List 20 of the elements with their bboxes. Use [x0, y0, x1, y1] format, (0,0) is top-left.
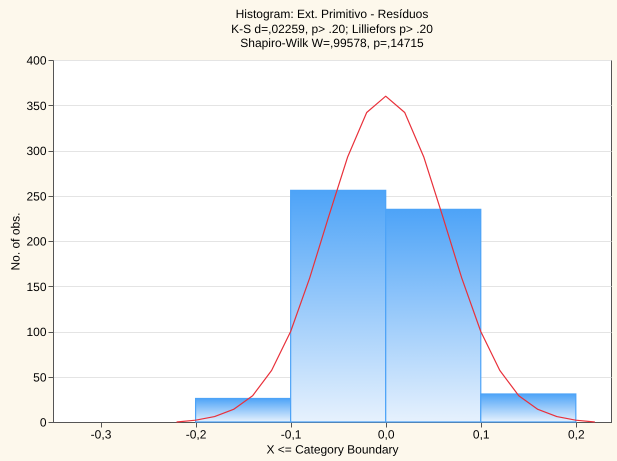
y-tick-label: 100: [26, 325, 47, 339]
x-tick-label: 0,1: [472, 428, 490, 442]
y-axis-title: No. of obs.: [8, 212, 22, 271]
y-tick-label: 400: [26, 54, 47, 68]
x-tick-label: 0,0: [378, 428, 395, 442]
x-tick-label: 0,2: [568, 428, 585, 442]
chart-subtitle: K-S d=,02259, p> .20; Lilliefors p> .20 Shapiro-Wilk W=,99578, p=,14715: [231, 22, 434, 50]
y-tick-label: 150: [26, 280, 47, 294]
line-series: [176, 96, 596, 423]
y-tick-label: 0: [40, 416, 47, 430]
chart-title: Histogram: Ext. Primitivo - Resíduos: [236, 7, 428, 21]
y-tick-label: 50: [33, 370, 47, 384]
x-tick-label: -0,3: [90, 428, 112, 442]
y-tick-label: 300: [26, 144, 47, 158]
x-axis-title: X <= Category Boundary: [266, 442, 399, 456]
x-tick-label: -0,1: [280, 428, 302, 442]
y-tick-label: 250: [26, 189, 47, 204]
y-tick-label: 350: [26, 98, 47, 113]
x-tick-label: -0,2: [186, 428, 207, 442]
y-tick-label: 200: [26, 234, 47, 248]
